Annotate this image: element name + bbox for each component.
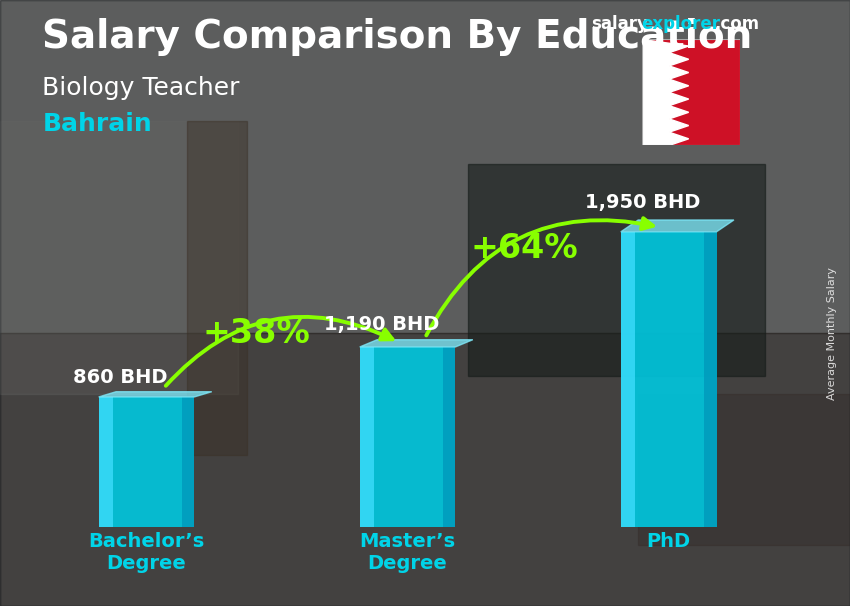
- Bar: [704, 231, 717, 527]
- Bar: [468, 164, 765, 376]
- Bar: [620, 231, 635, 527]
- Bar: [99, 397, 113, 527]
- Text: 1,190 BHD: 1,190 BHD: [324, 315, 439, 334]
- Bar: [443, 347, 456, 527]
- Text: Salary Comparison By Education: Salary Comparison By Education: [42, 18, 753, 56]
- Text: .com: .com: [714, 15, 759, 33]
- Bar: [0, 333, 850, 606]
- Bar: [187, 121, 246, 454]
- Text: Bahrain: Bahrain: [42, 112, 152, 136]
- Text: Average Monthly Salary: Average Monthly Salary: [827, 267, 837, 400]
- Text: salary: salary: [591, 15, 648, 33]
- Bar: [360, 347, 456, 527]
- Text: 860 BHD: 860 BHD: [73, 368, 167, 387]
- Bar: [182, 397, 195, 527]
- Text: Biology Teacher: Biology Teacher: [42, 76, 240, 100]
- Bar: [99, 397, 195, 527]
- Bar: [0, 121, 238, 394]
- Text: +38%: +38%: [202, 317, 310, 350]
- Polygon shape: [99, 391, 212, 397]
- Bar: [638, 394, 850, 545]
- Polygon shape: [360, 340, 473, 347]
- Polygon shape: [642, 39, 688, 145]
- Text: +64%: +64%: [470, 232, 578, 265]
- Bar: [620, 231, 717, 527]
- Bar: [0, 0, 850, 333]
- Text: 1,950 BHD: 1,950 BHD: [585, 193, 700, 211]
- Text: explorer: explorer: [642, 15, 721, 33]
- Polygon shape: [620, 220, 734, 231]
- Bar: [360, 347, 374, 527]
